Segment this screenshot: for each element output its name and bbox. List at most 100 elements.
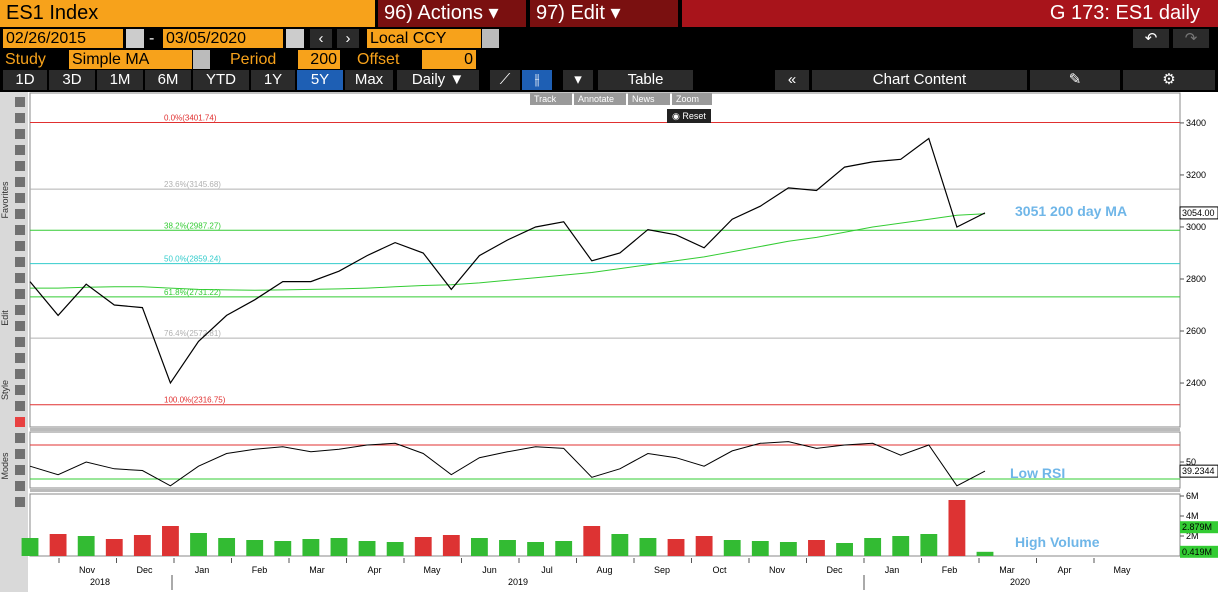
tool-icon — [15, 289, 25, 299]
dropdown[interactable] — [482, 29, 499, 48]
period-input[interactable]: 200 — [298, 50, 340, 69]
tool-icon — [15, 193, 25, 203]
volume-bar — [21, 538, 39, 556]
offset-input[interactable]: 0 — [422, 50, 476, 69]
table-button[interactable]: Table — [598, 70, 693, 90]
next-button[interactable]: › — [337, 29, 359, 48]
line-button[interactable]: ⟋ — [490, 70, 520, 90]
period-button[interactable]: 1D — [3, 70, 47, 90]
y-tick-label: 3400 — [1186, 118, 1206, 128]
rsi-tag-label: 39.2344 — [1182, 466, 1215, 476]
period-button[interactable]: 1M — [97, 70, 143, 90]
volume-bar — [695, 536, 713, 556]
period-button[interactable]: YTD — [193, 70, 249, 90]
chart-background — [0, 92, 1218, 592]
volume-bar — [330, 538, 348, 556]
fib-label: 38.2%(2987.27) — [164, 221, 221, 230]
tool-icon — [15, 401, 25, 411]
reset-button[interactable]: ◉ Reset — [667, 109, 711, 123]
actions-menu[interactable]: 96) Actions ▾ — [378, 0, 526, 27]
chart-tool[interactable]: Annotate — [574, 93, 626, 105]
volume-bar — [751, 541, 769, 556]
end-date[interactable]: 03/05/2020 — [163, 29, 283, 48]
tool-icon — [15, 145, 25, 155]
tool-icon — [15, 497, 25, 507]
tool-icon — [15, 321, 25, 331]
x-tick-label: Jun — [482, 565, 497, 575]
tool-icon — [15, 209, 25, 219]
tool-icon — [15, 113, 25, 123]
frequency-label: Daily — [411, 71, 446, 88]
x-tick-label: Nov — [79, 565, 96, 575]
period-button[interactable]: 1Y — [251, 70, 295, 90]
side-label: Edit — [0, 310, 10, 326]
bar-button[interactable]: ⫲ — [522, 70, 552, 90]
ticker[interactable]: ES1 Index — [0, 0, 375, 27]
tool-icon — [15, 337, 25, 347]
volume-tag-label: 0.419M — [1182, 547, 1212, 557]
frequency-button[interactable]: Daily ▼ — [397, 70, 479, 90]
calendar-icon[interactable] — [126, 29, 144, 48]
volume-bar — [920, 534, 938, 556]
tool-icon — [15, 369, 25, 379]
start-date[interactable]: 02/26/2015 — [3, 29, 123, 48]
period-button[interactable]: Max — [345, 70, 393, 90]
x-tick-label: Oct — [712, 565, 727, 575]
collapse-button[interactable]: « — [775, 70, 809, 90]
tool-icon — [15, 465, 25, 475]
currency[interactable]: Local CCY — [367, 29, 481, 48]
volume-bar — [667, 539, 685, 556]
tool-icon — [15, 449, 25, 459]
dropdown[interactable] — [193, 50, 210, 69]
rsi-tag — [1179, 464, 1218, 478]
x-tick-label: Feb — [252, 565, 268, 575]
period-button[interactable]: 6M — [145, 70, 191, 90]
volume-bar — [892, 536, 910, 556]
y-tick-label: 3000 — [1186, 222, 1206, 232]
volume-bar — [442, 535, 460, 556]
tool-icon — [15, 273, 25, 283]
year-label: 2019 — [508, 577, 528, 587]
x-tick-label: Mar — [309, 565, 325, 575]
tool-icon — [15, 241, 25, 251]
volume-bar — [105, 539, 123, 556]
chart-content-button[interactable]: Chart Content — [812, 70, 1027, 90]
calendar-icon[interactable] — [286, 29, 304, 48]
volume-bar — [976, 551, 994, 556]
volume-tick-label: 6M — [1186, 491, 1199, 501]
x-tick-label: Feb — [942, 565, 958, 575]
volume-bar — [639, 538, 657, 556]
study-name[interactable]: Simple MA — [69, 50, 192, 69]
chart-tool[interactable]: News — [628, 93, 670, 105]
settings-icon[interactable]: ⚙ — [1123, 70, 1215, 90]
chart-tool[interactable]: Zoom — [672, 93, 712, 105]
study-label: Study — [5, 51, 46, 68]
tool-icon — [15, 417, 25, 427]
period-button[interactable]: 3D — [49, 70, 95, 90]
volume-bar — [779, 542, 797, 556]
edit-icon[interactable]: ✎ — [1030, 70, 1120, 90]
tool-icon — [15, 257, 25, 267]
tool-icon — [15, 385, 25, 395]
x-tick-label: Aug — [596, 565, 612, 575]
undo[interactable]: ↶ — [1133, 29, 1169, 48]
y-tick-label: 2800 — [1186, 274, 1206, 284]
redo[interactable]: ↷ — [1173, 29, 1209, 48]
edit-menu[interactable]: 97) Edit ▾ — [530, 0, 678, 27]
volume-bar — [133, 535, 151, 556]
volume-bar — [162, 526, 179, 556]
volume-bar — [583, 526, 601, 556]
type-dropdown[interactable]: ▾ — [563, 70, 593, 90]
x-tick-label: Sep — [654, 565, 670, 575]
chart-content-label: Chart Content — [872, 71, 967, 88]
period-button[interactable]: 5Y — [297, 70, 343, 90]
volume-tag-label: 2.879M — [1182, 522, 1212, 532]
x-tick-label: Jul — [541, 565, 553, 575]
year-label: 2020 — [1010, 577, 1030, 587]
chart-tool[interactable]: Track — [530, 93, 572, 105]
last-price-label: 3054.00 — [1182, 208, 1215, 218]
prev-button[interactable]: ‹ — [310, 29, 332, 48]
period-label: Period — [230, 51, 277, 68]
volume-bar — [555, 541, 573, 556]
